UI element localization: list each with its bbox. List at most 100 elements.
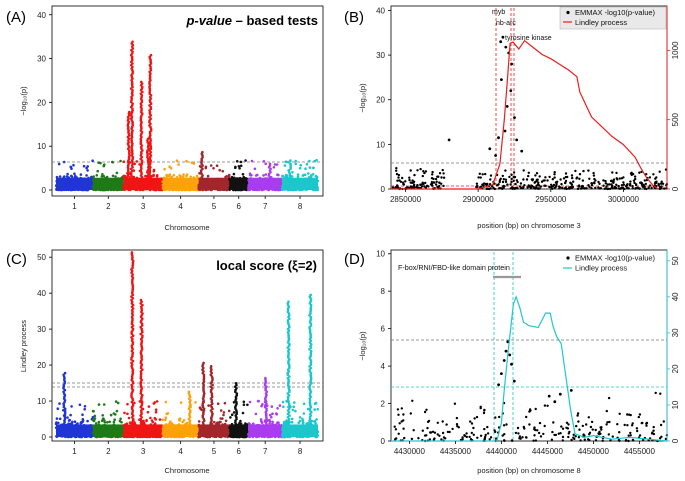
point	[538, 421, 542, 425]
point	[537, 181, 540, 184]
point	[590, 187, 593, 190]
x-tick-label: 4450000	[578, 447, 610, 456]
point	[617, 438, 621, 442]
peak-point	[62, 373, 65, 377]
point	[559, 432, 562, 435]
point	[616, 423, 619, 426]
point	[611, 171, 614, 174]
point	[422, 182, 425, 186]
point	[397, 176, 400, 179]
point	[417, 437, 420, 440]
point	[550, 438, 554, 441]
point	[149, 416, 152, 420]
point	[525, 415, 528, 419]
y-tick-label: 8	[381, 287, 386, 296]
point	[588, 433, 591, 436]
point	[526, 186, 529, 189]
point	[102, 403, 106, 406]
point	[83, 407, 86, 411]
peak-point	[211, 387, 214, 390]
point	[534, 439, 538, 442]
y-tick-label: 40	[376, 6, 385, 15]
point	[589, 425, 593, 429]
point	[557, 432, 560, 435]
point	[527, 171, 530, 174]
peak-point	[211, 383, 214, 387]
point	[626, 413, 629, 416]
point	[297, 421, 301, 425]
point	[571, 176, 574, 180]
point	[441, 168, 444, 172]
point	[296, 173, 300, 176]
point	[592, 171, 595, 175]
point	[420, 185, 424, 188]
point	[620, 186, 624, 190]
y-tick-label: 0	[42, 433, 47, 442]
point	[636, 186, 639, 189]
point	[302, 173, 306, 177]
panel-b-legend-dot	[566, 10, 570, 15]
point	[189, 175, 192, 179]
point	[179, 401, 183, 404]
point	[57, 162, 61, 166]
chromosome-band	[162, 424, 199, 437]
peak-point	[520, 149, 524, 153]
point	[411, 399, 414, 402]
point	[70, 174, 73, 178]
point	[553, 171, 556, 174]
point	[620, 184, 624, 187]
peak-point	[286, 392, 290, 395]
point	[302, 421, 305, 424]
point	[314, 174, 318, 178]
peak-point	[130, 361, 133, 365]
point	[648, 184, 652, 187]
point	[433, 431, 437, 434]
point	[101, 173, 104, 176]
point	[224, 419, 228, 423]
y2-tick-label: 40	[671, 292, 680, 301]
point	[63, 175, 66, 178]
point	[223, 401, 227, 405]
point	[583, 438, 586, 441]
point	[94, 422, 98, 425]
point	[419, 167, 422, 171]
point	[242, 400, 246, 404]
panel-c-points	[54, 399, 320, 439]
point	[611, 184, 614, 187]
y2-tick-label: 500	[671, 112, 680, 126]
point	[253, 167, 257, 171]
point	[246, 403, 249, 407]
point	[401, 181, 405, 184]
point	[554, 185, 558, 188]
point	[442, 176, 446, 179]
point	[244, 422, 247, 425]
point	[633, 181, 636, 185]
point	[97, 403, 101, 406]
point	[607, 187, 610, 191]
peak-point	[286, 416, 290, 419]
point	[591, 182, 594, 185]
point	[497, 183, 500, 186]
point	[248, 400, 252, 404]
point	[565, 421, 569, 424]
x-tick-label: 3	[141, 202, 146, 211]
point	[493, 429, 496, 432]
point	[182, 173, 185, 176]
point	[581, 424, 584, 428]
point	[457, 426, 460, 429]
point	[438, 184, 441, 188]
point	[600, 428, 603, 431]
point	[663, 187, 666, 190]
point	[651, 431, 654, 434]
point	[239, 164, 243, 168]
panel-a-title-italic: p-value	[185, 13, 232, 28]
peak-point	[488, 147, 492, 151]
y-tick-label: 10	[37, 397, 46, 406]
point	[516, 426, 520, 430]
chromosome-band	[229, 177, 249, 190]
point	[155, 174, 159, 177]
point	[58, 175, 62, 178]
